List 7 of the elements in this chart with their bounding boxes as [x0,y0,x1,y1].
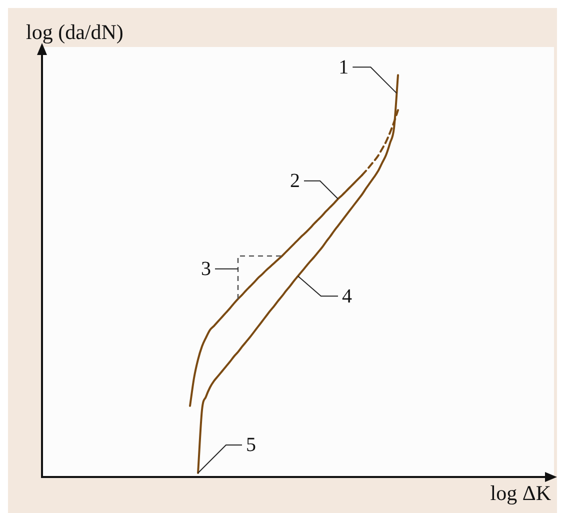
annotation: 5 [246,434,256,456]
annotation: 3 [201,258,211,280]
annotation: 1 [338,56,349,78]
x-axis-title: log ΔK [490,481,551,505]
y-axis-title: log (da/dN) [26,20,124,44]
annotation: 2 [290,170,300,192]
annotation: 4 [342,285,352,308]
